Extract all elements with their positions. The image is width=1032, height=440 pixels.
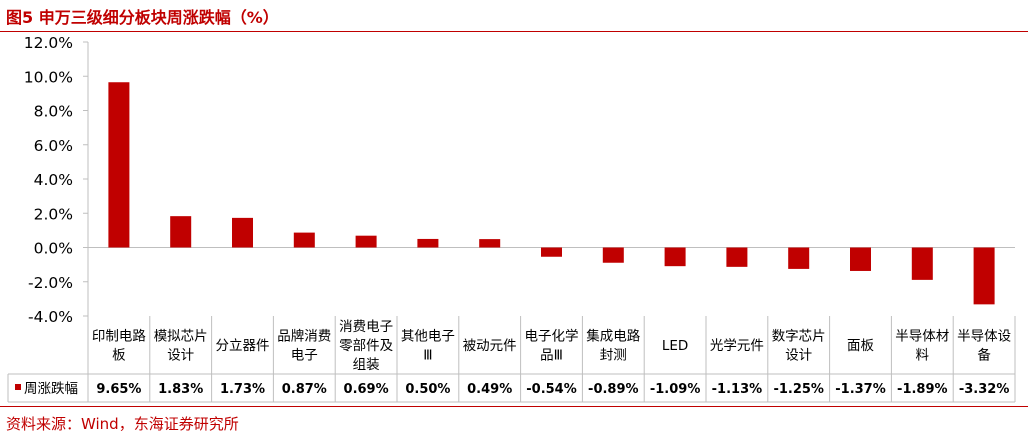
footer-rule [0, 406, 1028, 407]
category-label: 集成电路封测 [586, 329, 640, 364]
category-label: 面板 [847, 338, 875, 354]
y-tick-label: -2.0% [28, 274, 73, 292]
bar [788, 247, 810, 269]
data-label: -1.89% [897, 382, 948, 397]
y-tick-label: 8.0% [34, 103, 73, 121]
bar [602, 247, 624, 263]
category-label: 印制电路板 [92, 329, 146, 364]
y-tick-label: 4.0% [34, 171, 73, 189]
data-label: 0.87% [282, 382, 327, 397]
bar [911, 247, 933, 280]
category-label: 半导体材料 [895, 329, 949, 364]
category-label: 其他电子 Ⅲ [401, 329, 455, 364]
bar [293, 232, 315, 248]
bar [973, 247, 995, 305]
category-label: 模拟芯片设计 [154, 329, 208, 364]
data-label: 0.49% [467, 382, 512, 397]
category-label: LED [662, 338, 688, 354]
source-note: 资料来源：Wind，东海证券研究所 [6, 415, 239, 433]
data-label: 0.50% [405, 382, 450, 397]
data-label: -3.32% [959, 382, 1010, 397]
category-label: 光学元件 [710, 338, 764, 354]
bar [479, 239, 501, 248]
bar [355, 235, 377, 248]
y-tick-label: 0.0% [34, 240, 73, 258]
bar [850, 247, 871, 271]
data-label: 9.65% [96, 382, 141, 397]
data-label: -1.09% [650, 382, 701, 397]
legend-swatch [15, 384, 21, 390]
bar [108, 82, 130, 248]
category-label: 数字芯片设计 [772, 329, 826, 364]
figure-title: 图5 申万三级细分板块周涨跌幅（%） [6, 8, 279, 27]
legend-label: 周涨跌幅 [24, 381, 78, 397]
bar [417, 238, 439, 248]
data-label: 0.69% [344, 382, 389, 397]
data-label: 1.73% [220, 382, 265, 397]
bar [232, 217, 253, 248]
y-tick-label: 2.0% [34, 205, 73, 223]
title-rule [0, 31, 1028, 32]
category-label: 半导体设备 [957, 329, 1011, 364]
bar [664, 247, 686, 267]
category-label: 被动元件 [463, 338, 517, 354]
data-label: 1.83% [158, 382, 203, 397]
bar [726, 247, 748, 267]
data-label: -1.13% [712, 382, 763, 397]
category-label: 分立器件 [216, 338, 270, 354]
bar [541, 247, 562, 257]
category-label: 电子化学品Ⅲ [525, 329, 579, 364]
bar-chart: 12.0% 10.0% 8.0% 6.0% 4.0% 2.0% 0.0% -2.0% -4.0%… [7, 34, 1016, 403]
data-label: -1.25% [773, 382, 824, 397]
y-tick-label: 6.0% [34, 137, 73, 155]
data-label: -0.89% [588, 382, 639, 397]
category-label: 品牌消费电子 [277, 328, 331, 364]
y-tick-label: -4.0% [28, 308, 73, 326]
category-label: 消费电子零部件及组装 [339, 319, 393, 373]
data-label: -0.54% [526, 382, 577, 397]
data-label: -1.37% [835, 382, 886, 397]
bar [170, 216, 192, 248]
y-tick-label: 10.0% [24, 68, 73, 86]
y-tick-label: 12.0% [24, 34, 73, 52]
